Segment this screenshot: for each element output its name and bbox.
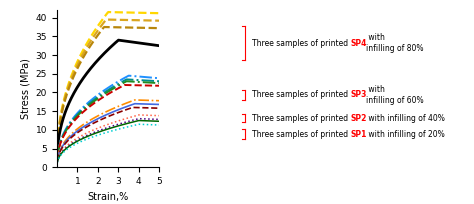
Text: Three samples of printed: Three samples of printed: [252, 130, 350, 139]
Text: SP2: SP2: [350, 114, 366, 123]
Text: SP1: SP1: [350, 130, 366, 139]
Text: SP3: SP3: [350, 91, 366, 100]
Text: with infilling of 20%: with infilling of 20%: [366, 130, 445, 139]
Text: Three samples of printed: Three samples of printed: [252, 91, 350, 100]
Text: with
infilling of 80%: with infilling of 80%: [366, 33, 424, 53]
Text: SP4: SP4: [350, 39, 366, 48]
X-axis label: Strain,%: Strain,%: [88, 192, 129, 202]
Text: with
infilling of 60%: with infilling of 60%: [366, 85, 424, 105]
Y-axis label: Stress (MPa): Stress (MPa): [20, 58, 30, 119]
Text: Three samples of printed: Three samples of printed: [252, 114, 350, 123]
Text: Three samples of printed: Three samples of printed: [252, 39, 350, 48]
Text: with infilling of 40%: with infilling of 40%: [366, 114, 446, 123]
